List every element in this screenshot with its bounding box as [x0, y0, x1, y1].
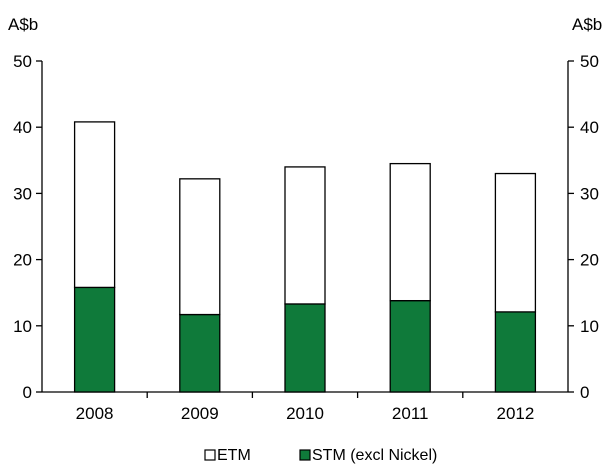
y-tick-label-left: 0 [23, 383, 32, 402]
y-tick-label-left: 40 [13, 118, 32, 137]
bar-stm-2010 [284, 303, 326, 393]
legend-label: ETM [217, 447, 251, 464]
bar-etm-2010 [284, 166, 326, 305]
y-tick-label-right: 40 [580, 118, 599, 137]
bar-stm-2012 [494, 311, 537, 393]
bar-stm-2011 [389, 299, 431, 393]
bars [73, 121, 537, 393]
legend-swatch [299, 449, 311, 461]
y-tick-label-right: 20 [580, 251, 599, 270]
y-tick-label-left: 20 [13, 251, 32, 270]
bar-etm-2011 [389, 162, 431, 302]
legend-swatch [204, 449, 216, 461]
bar-etm-2012 [494, 172, 537, 313]
y-tick-label-right: 30 [580, 184, 599, 203]
bar-etm-2009 [179, 178, 221, 316]
x-tick-label: 2009 [181, 404, 219, 423]
x-tick-label: 2012 [496, 404, 534, 423]
x-tick-label: 2011 [392, 404, 429, 423]
y-tick-label-left: 30 [13, 184, 32, 203]
y-tick-label-left: 10 [13, 317, 32, 336]
y-tick-label-right: 50 [580, 52, 599, 71]
x-tick-label: 2008 [76, 404, 114, 423]
y-tick-label-right: 0 [580, 383, 589, 402]
y-unit-left: A$b [8, 15, 38, 34]
bar-etm-2008 [73, 121, 116, 289]
legend: ETM STM (excl Nickel) [204, 447, 437, 464]
labels: 0 0 10 10 20 20 30 30 40 40 50 50 A$b A$b 2008 2009 2010… [8, 15, 602, 423]
y-tick-label-right: 10 [580, 317, 599, 336]
x-tick-label: 2010 [286, 404, 324, 423]
y-unit-right: A$b [572, 15, 602, 34]
bar-stm-2009 [179, 313, 221, 393]
legend-label: STM (excl Nickel) [312, 447, 437, 464]
bar-stm-2008 [73, 286, 116, 393]
y-tick-label-left: 50 [13, 52, 32, 71]
